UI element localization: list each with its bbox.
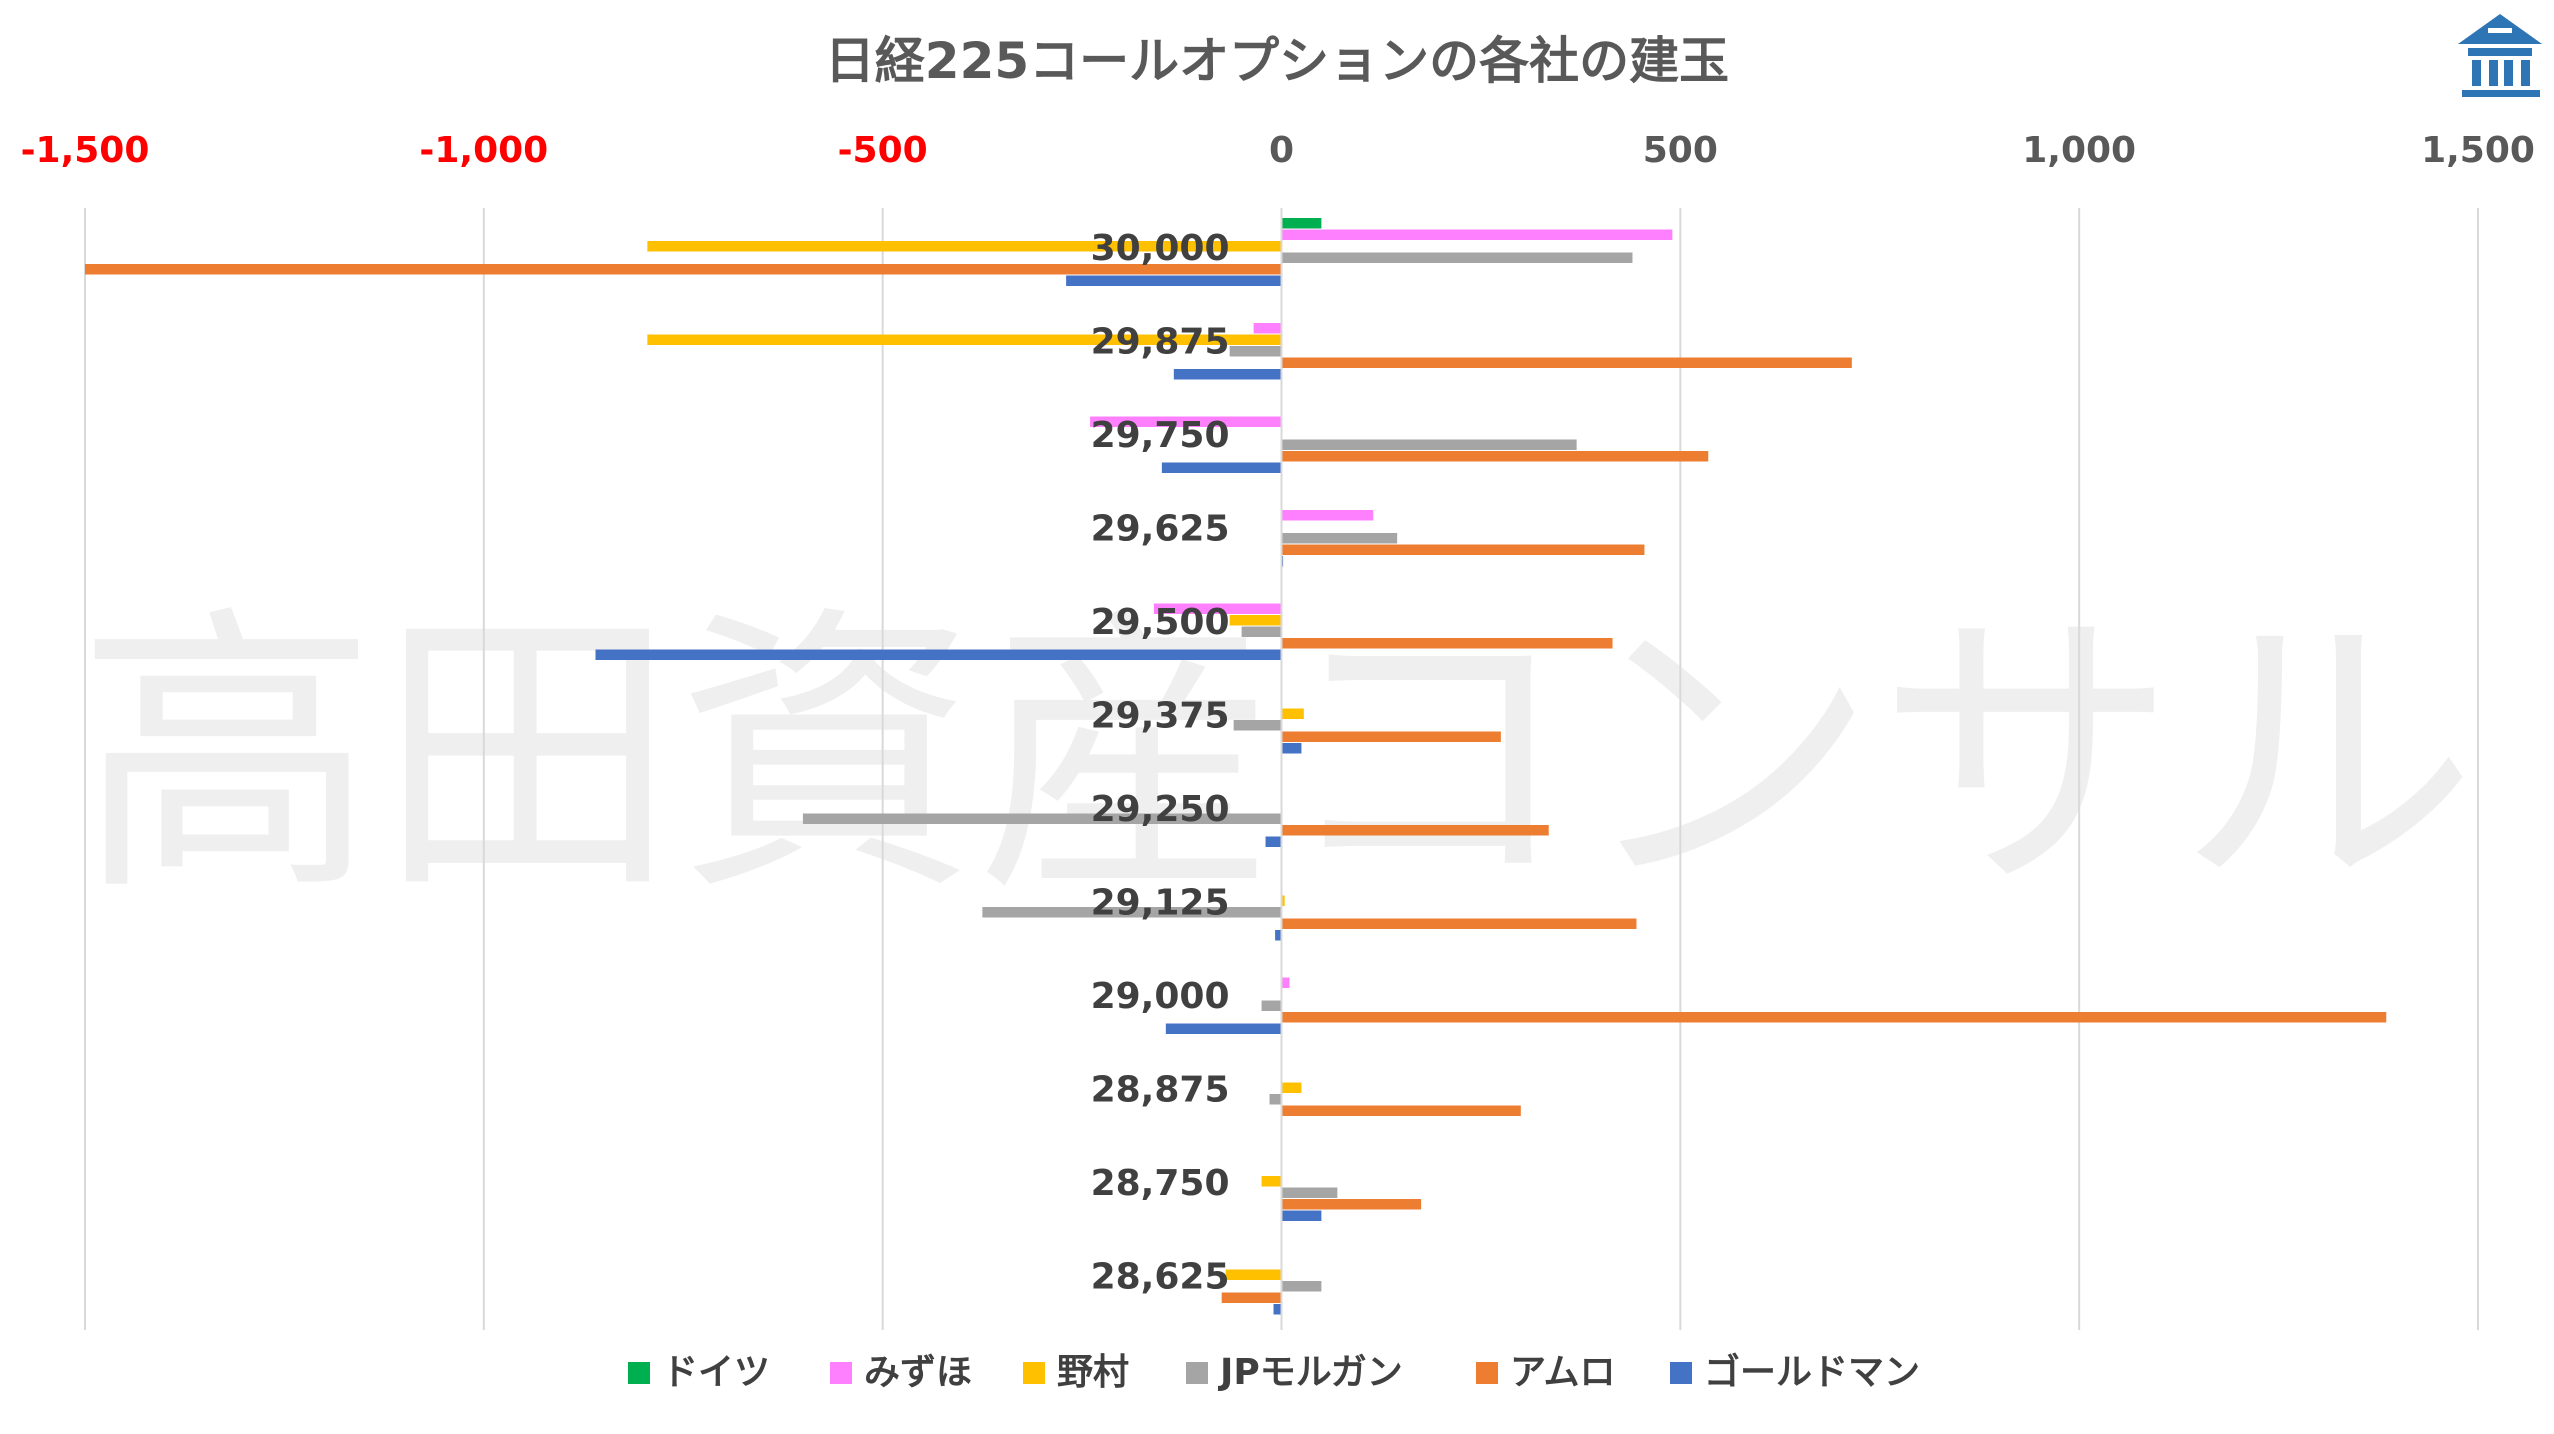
bar	[1261, 1176, 1282, 1187]
x-axis: -1,500 -1,000 -500 0 500 1,000 1,500	[21, 130, 2535, 1330]
category-label: 28,750	[1091, 1163, 1230, 1204]
category-label: 29,250	[1091, 789, 1230, 830]
legend-swatch	[628, 1362, 650, 1384]
bar	[1281, 708, 1304, 719]
bar	[982, 907, 1282, 918]
bar	[1225, 1269, 1282, 1280]
legend-label: JPモルガン	[1217, 1352, 1403, 1393]
bar	[1273, 1304, 1282, 1315]
bar	[1165, 1023, 1282, 1034]
bar	[1269, 1094, 1282, 1105]
bar	[1090, 416, 1282, 427]
category-label: 29,750	[1091, 415, 1230, 456]
bar	[1281, 1210, 1322, 1221]
bar	[1281, 743, 1302, 754]
bar	[1281, 638, 1613, 649]
legend-swatch	[830, 1362, 852, 1384]
category-label: 29,125	[1091, 882, 1230, 923]
bar	[1281, 1105, 1521, 1116]
category-labels: 30,000 29,875 29,750 29,625 29,500 29,375 29,2…	[1091, 228, 1230, 1298]
legend-label: ドイツ	[662, 1352, 770, 1393]
legend: ドイツ みずほ 野村 JPモルガン アムロ ゴールドマン	[628, 1351, 1920, 1393]
bar	[1281, 544, 1645, 555]
chart-title: 日経225コールオプションの各社の建玉	[825, 32, 1729, 90]
bar	[1275, 930, 1282, 941]
bar	[802, 813, 1282, 824]
category-label: 28,875	[1091, 1069, 1230, 1110]
bar	[1281, 357, 1852, 368]
bar	[1281, 1281, 1322, 1292]
legend-swatch	[1023, 1362, 1045, 1384]
category-label: 29,375	[1091, 695, 1230, 736]
x-tick-label: -500	[838, 130, 928, 171]
x-tick-label: 1,500	[2421, 130, 2535, 171]
bar	[1229, 346, 1282, 357]
bar	[1281, 439, 1577, 450]
category-label: 28,625	[1091, 1256, 1230, 1297]
bar	[1241, 626, 1282, 637]
bar	[1281, 218, 1322, 229]
bar	[1281, 918, 1637, 929]
bar	[1281, 825, 1549, 836]
x-tick-label: 0	[1269, 130, 1294, 171]
legend-swatch	[1476, 1362, 1498, 1384]
bar	[1281, 510, 1374, 521]
bank-building-icon	[2452, 6, 2548, 102]
category-label: 29,875	[1091, 321, 1230, 362]
bar	[1281, 1082, 1302, 1093]
legend-label: ゴールドマン	[1704, 1351, 1920, 1393]
bar	[1066, 275, 1282, 286]
bar	[1173, 369, 1282, 380]
legend-swatch	[1186, 1362, 1208, 1384]
bar	[1281, 1187, 1338, 1198]
category-label: 29,625	[1091, 508, 1230, 549]
bar	[1265, 836, 1282, 847]
category-label: 30,000	[1091, 228, 1230, 269]
bar	[85, 264, 1282, 275]
legend-label: アムロ	[1510, 1352, 1615, 1393]
bar	[1281, 533, 1398, 544]
bar	[1229, 615, 1282, 626]
x-tick-label: 1,000	[2022, 130, 2136, 171]
legend-label: 野村	[1057, 1352, 1129, 1393]
bar	[1161, 462, 1282, 473]
bar	[1281, 229, 1673, 240]
x-tick-label: -1,000	[419, 130, 548, 171]
bar	[1233, 720, 1282, 731]
bar	[1281, 731, 1501, 742]
watermark-text: 高田資産コンサル	[77, 582, 2477, 931]
legend-swatch	[1670, 1362, 1692, 1384]
legend-label: みずほ	[864, 1352, 972, 1393]
bar	[1281, 451, 1709, 462]
bars	[85, 218, 2387, 1315]
bar	[647, 241, 1282, 252]
bar	[595, 649, 1282, 660]
x-tick-label: -1,500	[21, 130, 150, 171]
bar	[1281, 895, 1285, 906]
bar	[1281, 1012, 2387, 1023]
bar	[1261, 1000, 1282, 1011]
bar	[1253, 323, 1282, 334]
category-label: 29,000	[1091, 976, 1230, 1017]
bar	[647, 334, 1282, 345]
bar	[1281, 1199, 1422, 1210]
bar	[1221, 1292, 1282, 1303]
category-label: 29,500	[1091, 602, 1230, 643]
x-tick-label: 500	[1643, 130, 1718, 171]
bar	[1153, 603, 1282, 614]
bar	[1281, 977, 1290, 988]
bar	[1281, 252, 1633, 263]
